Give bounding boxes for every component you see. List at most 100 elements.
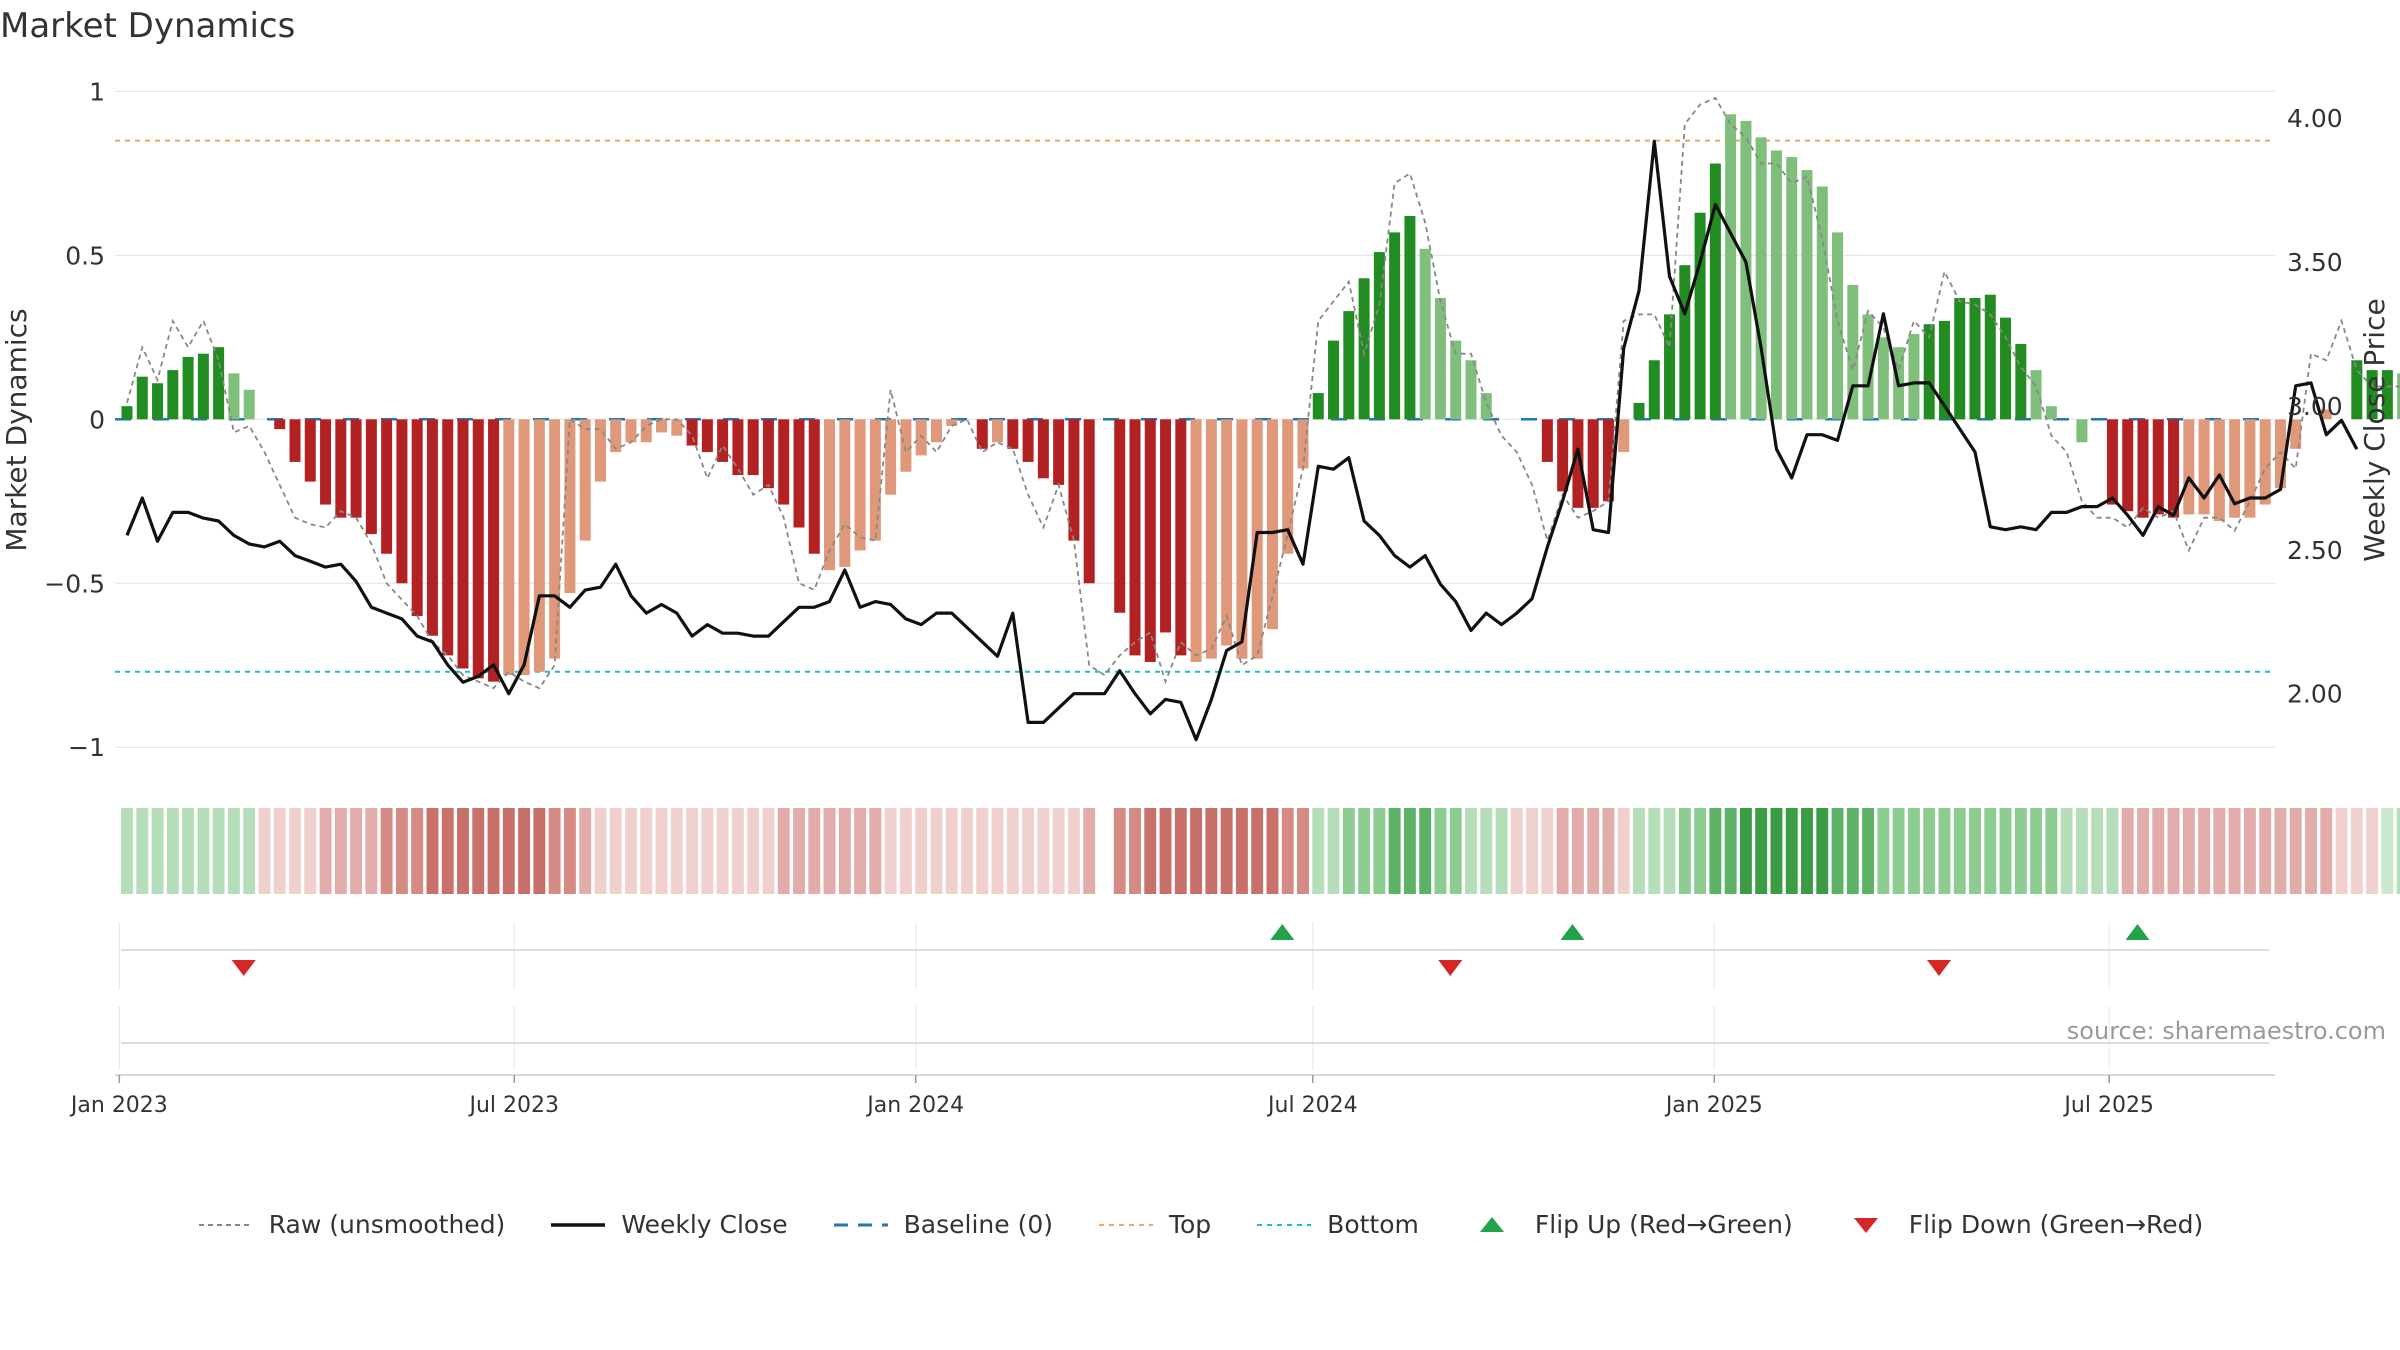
regime-strip-cell bbox=[227, 808, 240, 894]
regime-strip-cell bbox=[2091, 808, 2104, 894]
regime-strip-cell bbox=[2289, 808, 2302, 894]
regime-strip-cell bbox=[1449, 808, 1462, 894]
dynamics-bar bbox=[1282, 419, 1294, 554]
dynamics-bar bbox=[304, 419, 316, 482]
regime-strip-cell bbox=[991, 808, 1004, 894]
dynamics-bar bbox=[1373, 252, 1385, 420]
regime-strip-cell bbox=[1159, 808, 1172, 894]
dynamics-bar bbox=[426, 419, 438, 636]
dynamics-bar bbox=[1664, 314, 1676, 420]
regime-strip-cell bbox=[1816, 808, 1829, 894]
regime-strip-cell bbox=[1694, 808, 1707, 894]
regime-strip-cell bbox=[1388, 808, 1401, 894]
dynamics-bar bbox=[1022, 419, 1034, 462]
dynamics-bar bbox=[396, 419, 408, 584]
dynamics-bar bbox=[1816, 186, 1828, 420]
dynamics-bar bbox=[1633, 402, 1645, 420]
regime-strip-cell bbox=[1190, 808, 1203, 894]
dynamics-bar bbox=[1908, 334, 1920, 420]
regime-strip-cell bbox=[1984, 808, 1997, 894]
dynamics-bar bbox=[274, 419, 286, 430]
regime-strip-cell bbox=[747, 808, 760, 894]
dynamics-bar bbox=[1160, 419, 1172, 633]
dynamics-bar bbox=[1205, 419, 1217, 659]
regime-strip-cell bbox=[1724, 808, 1737, 894]
regime-strip-cell bbox=[1663, 808, 1676, 894]
dynamics-bar bbox=[1236, 419, 1248, 659]
regime-strip-cell bbox=[1907, 808, 1920, 894]
regime-strip-cell bbox=[548, 808, 561, 894]
legend-item-baseline: Baseline (0) bbox=[832, 1210, 1053, 1239]
regime-strip-cell bbox=[1831, 808, 1844, 894]
dynamics-bar bbox=[1144, 419, 1156, 662]
regime-strip-cell bbox=[365, 808, 378, 894]
regime-strip-cell bbox=[731, 808, 744, 894]
regime-strip-cell bbox=[640, 808, 653, 894]
regime-strip-cell bbox=[1969, 808, 1981, 894]
close-series bbox=[125, 139, 2359, 742]
flip-markers-panel bbox=[118, 922, 2269, 1070]
legend: Raw (unsmoothed) Weekly Close Baseline (0)… bbox=[0, 1210, 2400, 1239]
dynamics-bar bbox=[533, 419, 545, 672]
regime-strip-cell bbox=[762, 808, 775, 894]
regime-strip-cell bbox=[2366, 808, 2379, 894]
dynamics-bar bbox=[808, 419, 820, 554]
dynamics-bar bbox=[136, 376, 148, 420]
x-tick-label: Jul 2025 bbox=[2062, 1093, 2154, 1118]
dynamics-bar bbox=[1434, 297, 1446, 420]
y-tick-label: 0.5 bbox=[65, 241, 105, 270]
regime-strip-cell bbox=[1251, 808, 1264, 894]
y-tick-label: −1 bbox=[68, 733, 105, 762]
dynamics-bar bbox=[503, 419, 515, 676]
regime-strip-cell bbox=[1999, 808, 2012, 894]
regime-strip-cell bbox=[334, 808, 347, 894]
dynamics-bar bbox=[213, 347, 225, 420]
dynamics-bar bbox=[1602, 419, 1614, 502]
regime-strip-cell bbox=[670, 808, 683, 894]
regime-strip-cell bbox=[1846, 808, 1859, 894]
regime-strip-cell bbox=[899, 808, 912, 894]
regime-strip-cell bbox=[1755, 808, 1768, 894]
regime-strip-cell bbox=[1571, 808, 1584, 894]
dynamics-bar bbox=[2076, 419, 2088, 443]
dynamics-bar bbox=[1618, 419, 1630, 453]
dynamics-bar bbox=[1450, 340, 1462, 420]
dynamics-bar bbox=[167, 370, 179, 420]
dynamics-bar bbox=[1694, 212, 1706, 420]
dynamics-bar bbox=[289, 419, 301, 462]
flip-down-marker bbox=[1438, 960, 1463, 976]
regime-strip-cell bbox=[2396, 808, 2400, 894]
regime-strip-cell bbox=[1556, 808, 1569, 894]
regime-strip-cell bbox=[2030, 808, 2043, 894]
flip-down-marker bbox=[1927, 960, 1951, 976]
regime-strip-cell bbox=[1510, 808, 1523, 894]
dynamics-bar bbox=[992, 419, 1004, 443]
regime-strip-cell bbox=[2213, 808, 2226, 894]
regime-strip-cell bbox=[686, 808, 699, 894]
regime-strip-cell bbox=[2320, 808, 2333, 894]
regime-strip-cell bbox=[426, 808, 439, 894]
regime-strip-cell bbox=[1862, 808, 1875, 894]
regime-strip-cell bbox=[716, 808, 729, 894]
dynamics-bar bbox=[1725, 114, 1737, 420]
dynamics-bar bbox=[1083, 419, 1095, 584]
regime-strip-cell bbox=[1633, 808, 1645, 894]
regime-strip-cell bbox=[869, 808, 882, 894]
dynamics-bar bbox=[472, 419, 484, 679]
dynamics-bar bbox=[747, 419, 759, 476]
dynamics-bar bbox=[1954, 297, 1966, 420]
dynamics-bar bbox=[1328, 340, 1340, 420]
dynamics-bar bbox=[610, 419, 622, 453]
regime-strip-cell bbox=[2167, 808, 2180, 894]
regime-strip-cell bbox=[273, 808, 286, 894]
dynamics-bar bbox=[1053, 419, 1065, 485]
regime-strip-cell bbox=[823, 808, 836, 894]
regime-strip-cell bbox=[2274, 808, 2287, 894]
regime-strip-cell bbox=[258, 808, 271, 894]
dynamics-bars bbox=[121, 114, 2400, 682]
regime-strip-cell bbox=[609, 808, 622, 894]
regime-strip-cell bbox=[1419, 808, 1432, 894]
x-tick-label: Jan 2024 bbox=[865, 1093, 964, 1118]
dynamics-bar bbox=[1404, 216, 1416, 420]
regime-strip-cell bbox=[884, 808, 897, 894]
